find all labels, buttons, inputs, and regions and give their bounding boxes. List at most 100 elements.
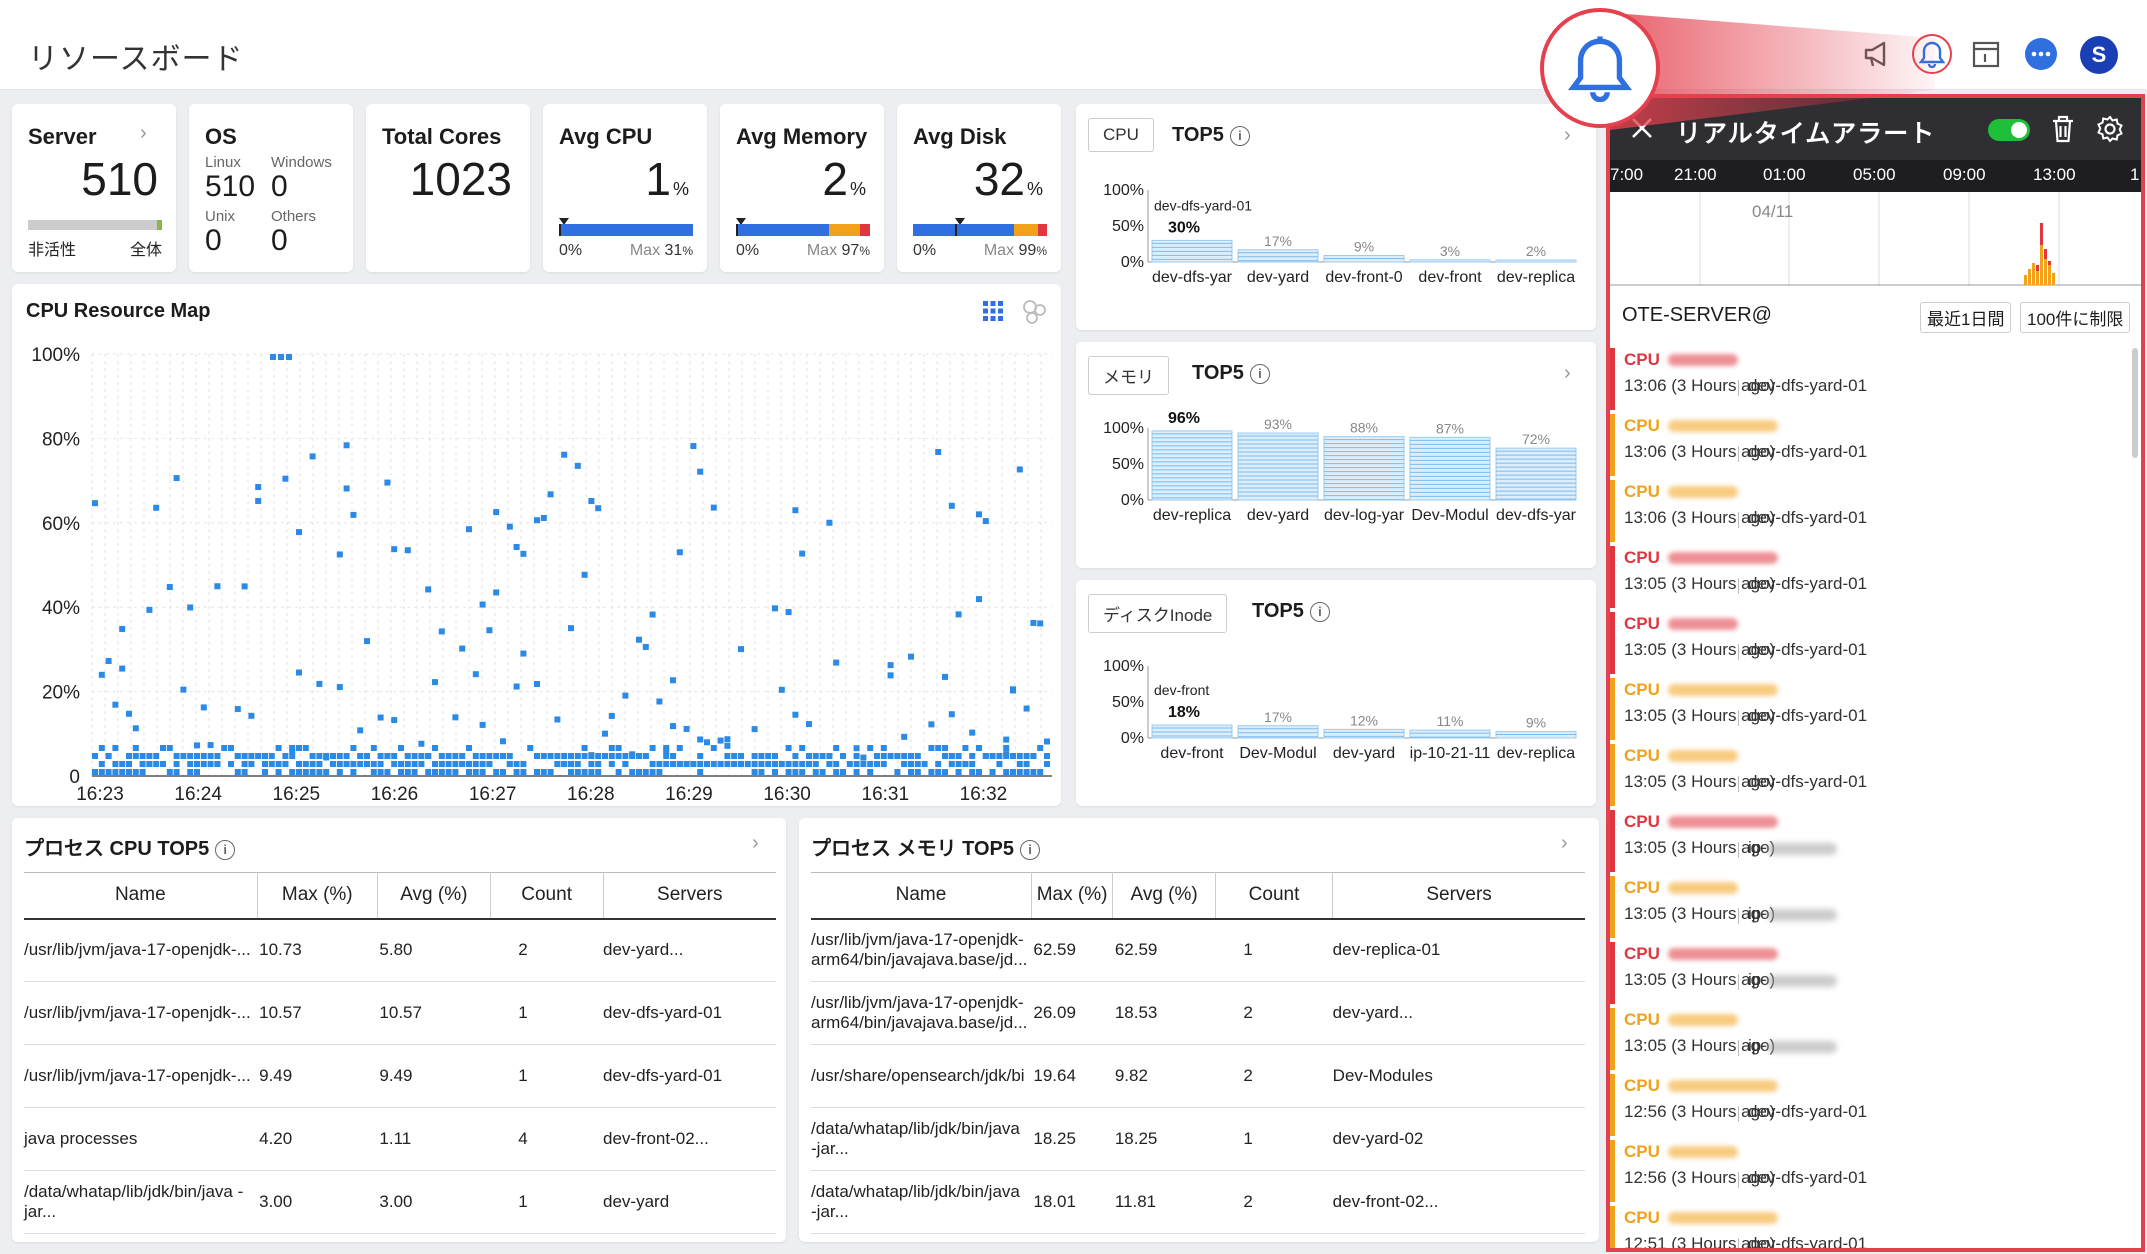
- cpu-cell[interactable]: [418, 753, 425, 759]
- cpu-top5-chip[interactable]: CPU: [1088, 118, 1154, 152]
- cpu-cell[interactable]: [1037, 745, 1044, 751]
- top5-bar[interactable]: [1323, 436, 1405, 501]
- cpu-cell[interactable]: [894, 753, 901, 759]
- cpu-cell[interactable]: [554, 753, 561, 759]
- cpu-cell[interactable]: [200, 753, 207, 759]
- cpu-cell[interactable]: [126, 761, 132, 767]
- cpu-cell[interactable]: [758, 761, 765, 767]
- cpu-cell[interactable]: [976, 745, 982, 751]
- cpu-cell[interactable]: [574, 769, 581, 775]
- cluster-icon[interactable]: [1020, 298, 1048, 331]
- column-header[interactable]: Servers: [603, 872, 776, 920]
- cpu-cell[interactable]: [894, 769, 901, 775]
- cpu-cell[interactable]: [697, 761, 704, 767]
- cpu-cell[interactable]: [364, 761, 370, 767]
- cpu-cell[interactable]: [153, 504, 160, 511]
- cpu-cell[interactable]: [1023, 705, 1030, 712]
- cpu-cell[interactable]: [520, 650, 527, 657]
- cpu-cell[interactable]: [275, 769, 282, 775]
- cpu-cell[interactable]: [350, 745, 357, 751]
- cpu-cell[interactable]: [799, 761, 806, 767]
- column-header[interactable]: Avg (%): [377, 872, 491, 920]
- cpu-cell[interactable]: [588, 752, 595, 759]
- chevron-right-icon[interactable]: ›: [140, 122, 147, 144]
- cpu-cell[interactable]: [194, 769, 200, 775]
- table-row[interactable]: /usr/share/opensearch/jdk/bi 19.64 9.82 2 De…: [811, 1044, 1585, 1108]
- user-avatar[interactable]: S: [2080, 36, 2118, 74]
- cpu-cell[interactable]: [1044, 753, 1050, 759]
- cpu-cell[interactable]: [581, 753, 588, 759]
- cpu-cell[interactable]: [588, 761, 595, 767]
- cpu-cell[interactable]: [710, 761, 717, 767]
- cpu-cell[interactable]: [751, 726, 758, 733]
- cpu-cell[interactable]: [112, 745, 119, 751]
- cpu-cell[interactable]: [595, 761, 602, 767]
- cpu-cell[interactable]: [166, 745, 173, 751]
- cpu-cell[interactable]: [98, 769, 105, 775]
- cpu-cell[interactable]: [466, 769, 472, 775]
- cpu-cell[interactable]: [1016, 769, 1023, 775]
- cpu-cell[interactable]: [649, 611, 656, 618]
- cpu-cell[interactable]: [629, 751, 636, 758]
- cpu-cell[interactable]: [248, 712, 255, 719]
- cpu-cell[interactable]: [445, 769, 452, 775]
- cpu-cell[interactable]: [928, 721, 935, 728]
- info-icon[interactable]: i: [1309, 601, 1330, 622]
- cpu-cell[interactable]: [207, 761, 214, 767]
- cpu-cell[interactable]: [228, 761, 234, 767]
- cpu-cell[interactable]: [806, 753, 812, 759]
- column-header[interactable]: Name: [24, 872, 258, 920]
- cpu-cell[interactable]: [432, 679, 438, 686]
- cpu-cell[interactable]: [432, 761, 438, 767]
- cpu-cell[interactable]: [649, 769, 656, 775]
- cpu-cell[interactable]: [955, 753, 962, 759]
- cpu-cell[interactable]: [132, 769, 139, 775]
- cpu-cell[interactable]: [636, 769, 642, 775]
- cpu-cell[interactable]: [336, 551, 343, 558]
- cpu-cell[interactable]: [364, 638, 370, 645]
- cpu-cell[interactable]: [1010, 686, 1016, 693]
- gear-icon[interactable]: [2096, 115, 2124, 148]
- cpu-cell[interactable]: [568, 769, 574, 775]
- close-icon[interactable]: [1630, 116, 1654, 145]
- cpu-cell[interactable]: [255, 484, 262, 491]
- cpu-cell[interactable]: [656, 769, 663, 775]
- cpu-cell[interactable]: [452, 714, 459, 721]
- cpu-cell[interactable]: [1010, 769, 1016, 775]
- cpu-cell[interactable]: [935, 761, 942, 767]
- cpu-cell[interactable]: [806, 761, 812, 767]
- cpu-cell[interactable]: [459, 645, 466, 652]
- cpu-cell[interactable]: [105, 657, 112, 664]
- cpu-cell[interactable]: [581, 745, 588, 751]
- cpu-cell[interactable]: [846, 761, 853, 767]
- cpu-cell[interactable]: [561, 451, 568, 458]
- cpu-cell[interactable]: [418, 740, 425, 747]
- cpu-cell[interactable]: [506, 523, 513, 530]
- cpu-cell[interactable]: [513, 769, 520, 775]
- cpu-cell[interactable]: [323, 754, 330, 761]
- cpu-cell[interactable]: [316, 680, 323, 687]
- cpu-cell[interactable]: [765, 753, 772, 759]
- cpu-cell[interactable]: [262, 753, 268, 759]
- cpu-cell[interactable]: [908, 653, 914, 660]
- cpu-cell[interactable]: [180, 686, 187, 693]
- cpu-cell[interactable]: [282, 475, 289, 482]
- cpu-cell[interactable]: [370, 761, 377, 767]
- cpu-cell[interactable]: [758, 753, 765, 759]
- cpu-cell[interactable]: [724, 753, 731, 759]
- cpu-cell[interactable]: [880, 745, 887, 751]
- cpu-cell[interactable]: [112, 769, 119, 775]
- cpu-cell[interactable]: [472, 769, 479, 775]
- cpu-cell[interactable]: [262, 761, 268, 767]
- column-header[interactable]: Max (%): [257, 872, 378, 920]
- cpu-cell[interactable]: [615, 753, 622, 759]
- cpu-cell[interactable]: [500, 753, 506, 759]
- cpu-cell[interactable]: [513, 683, 520, 690]
- cpu-cell[interactable]: [513, 761, 520, 767]
- cpu-cell[interactable]: [1023, 761, 1030, 767]
- cpu-cell[interactable]: [207, 742, 214, 749]
- cpu-cell[interactable]: [139, 769, 146, 775]
- cpu-cell[interactable]: [962, 745, 969, 751]
- cpu-cell[interactable]: [670, 723, 676, 730]
- cpu-cell[interactable]: [404, 753, 411, 759]
